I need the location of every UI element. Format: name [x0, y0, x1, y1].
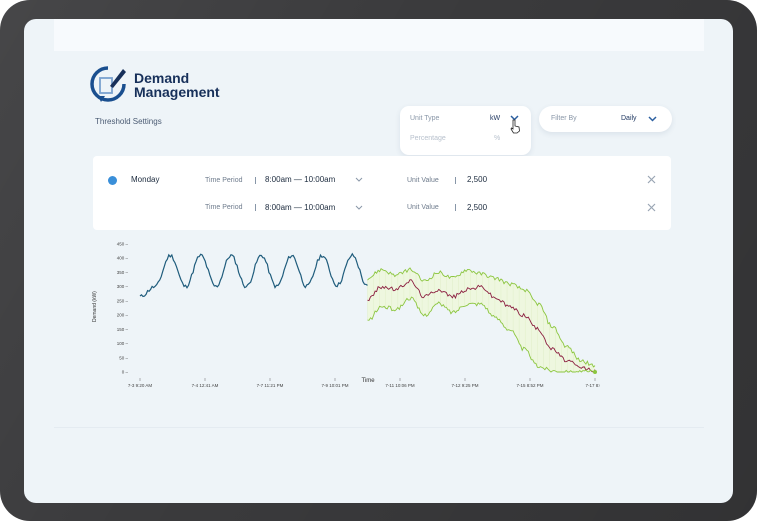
rule-day: Monday [131, 175, 160, 184]
time-period-value[interactable]: 8:00am — 10:00am [265, 175, 336, 184]
unit-type-value: kW [490, 115, 501, 122]
threshold-rule-card: Monday Time Period 8:00am — 10:00am Unit… [93, 156, 671, 230]
y-tick-label: 50 – [119, 355, 128, 360]
divider [455, 177, 456, 184]
filter-by-value: Daily [621, 115, 637, 122]
unit-value-input[interactable]: 2,500 [467, 203, 488, 212]
unit-type-dropdown[interactable]: Unit Type kW Percentage % [400, 106, 531, 155]
time-period-label: Time Period [205, 204, 243, 211]
demand-management-logo-icon [90, 66, 126, 102]
top-strip [54, 19, 704, 51]
chart-series [139, 252, 596, 373]
x-tick-label: 7-3 9:20 AM [128, 383, 153, 388]
filter-chevron-icon[interactable] [648, 116, 657, 122]
x-axis-label: Time [362, 378, 376, 384]
unit-value-label: Unit Value [407, 204, 439, 211]
series-line [367, 279, 596, 373]
footer-divider [54, 427, 704, 428]
hand-cursor-icon [510, 119, 520, 134]
divider [455, 204, 456, 211]
series-line [139, 252, 368, 298]
y-tick-label: 450 – [117, 242, 129, 247]
divider [255, 177, 256, 184]
unit-type-chevron-icon[interactable] [510, 115, 519, 121]
confidence-band [367, 267, 595, 372]
x-tick-label: 7-11 10:06 PM [385, 383, 414, 388]
logo-line-2: Management [134, 84, 220, 100]
filter-by-dropdown[interactable]: Filter By Daily [539, 106, 672, 132]
y-axis-ticks: 450 – 400 – 350 – 300 – 250 – 200 – 150 – 100 –… [117, 242, 129, 375]
series-line [367, 296, 596, 373]
y-tick-label: 150 – [117, 327, 129, 332]
logo-line-1: Demand [134, 70, 190, 86]
x-tick-label: 7-7 11:21 PM [257, 383, 284, 388]
time-period-chevron-icon[interactable] [355, 205, 363, 210]
x-axis-ticks: 7-3 9:20 AM 7-4 12:41 AM 7-7 11:21 PM 7-9 1… [128, 378, 600, 388]
time-period-value[interactable]: 8:00am — 10:00am [265, 203, 336, 212]
remove-row-close-icon[interactable] [647, 175, 656, 184]
unit-value-input[interactable]: 2,500 [467, 175, 488, 184]
y-tick-label: 100 – [117, 341, 129, 346]
app-logo-text: Demand Management [134, 71, 220, 99]
demand-chart: 450 – 400 – 350 – 300 – 250 – 200 – 150 – 100 –… [92, 242, 600, 389]
remove-row-close-icon[interactable] [647, 203, 656, 212]
series-line [367, 267, 596, 368]
x-tick-label: 7-9 10:01 PM [321, 383, 348, 388]
percentage-option-symbol: % [494, 135, 501, 142]
y-axis-label: Demand (kW) [92, 291, 98, 322]
app-screen: Demand Management Threshold Settings Uni… [24, 19, 733, 503]
y-tick-label: 400 – [117, 256, 129, 261]
day-status-dot [108, 176, 117, 185]
x-tick-label: 7-12 9:25 PM [451, 383, 478, 388]
x-tick-label: 7-4 12:41 AM [192, 383, 219, 388]
time-period-chevron-icon[interactable] [355, 177, 363, 182]
y-tick-label: 200 – [117, 313, 129, 318]
y-tick-label: 0 – [122, 370, 129, 375]
series-end-marker [593, 370, 597, 374]
y-tick-label: 250 – [117, 298, 129, 303]
x-tick-label: 7-15 8:52 PM [516, 383, 543, 388]
unit-type-label: Unit Type [410, 115, 440, 122]
y-tick-label: 300 – [117, 284, 129, 289]
divider [255, 204, 256, 211]
time-period-label: Time Period [205, 177, 243, 184]
threshold-settings-title: Threshold Settings [95, 117, 162, 126]
x-tick-label: 7-17 8:02 [585, 383, 600, 388]
unit-value-label: Unit Value [407, 177, 439, 184]
filter-by-label: Filter By [551, 115, 577, 122]
y-tick-label: 350 – [117, 270, 129, 275]
percentage-option-label: Percentage [410, 135, 446, 142]
